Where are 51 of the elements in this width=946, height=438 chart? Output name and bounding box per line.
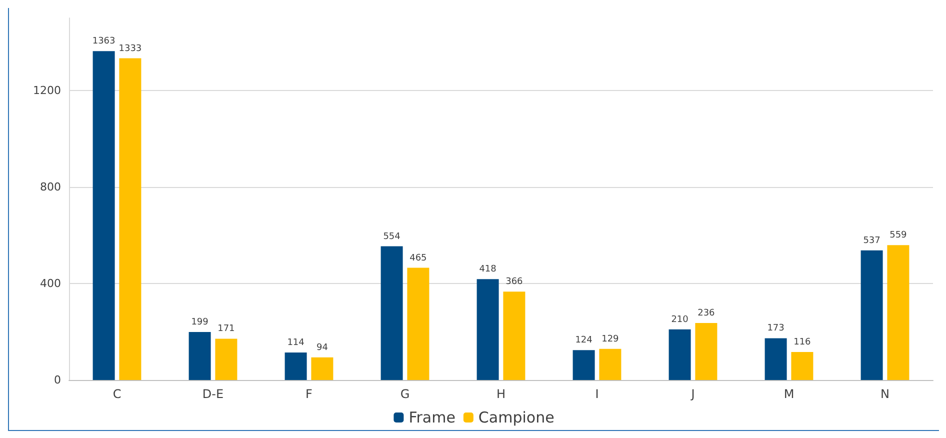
- bar: [791, 352, 814, 380]
- bar: [284, 352, 307, 380]
- x-tick-label: I: [595, 387, 599, 401]
- data-label: 554: [383, 232, 401, 242]
- data-label: 537: [863, 236, 880, 246]
- bar: [503, 292, 526, 380]
- bar: [380, 246, 403, 380]
- data-label: 199: [191, 317, 209, 328]
- legend-label: Campione: [478, 408, 554, 426]
- bar: [311, 357, 334, 380]
- bar: [215, 338, 238, 380]
- bar: [572, 350, 595, 380]
- x-tick-label: F: [306, 387, 313, 401]
- bar: [887, 245, 910, 380]
- bar: [764, 338, 787, 380]
- data-label: 94: [316, 342, 328, 353]
- data-label: 171: [218, 324, 235, 334]
- data-label: 116: [794, 338, 812, 348]
- data-label: 1363: [92, 36, 116, 47]
- x-tick-label: N: [880, 387, 890, 401]
- bar: [860, 250, 883, 380]
- data-label: 114: [287, 338, 305, 348]
- bar: [407, 268, 430, 380]
- bar: [668, 329, 691, 380]
- bar: [695, 323, 718, 380]
- data-label: 418: [479, 264, 497, 275]
- x-tick-label: M: [784, 387, 794, 401]
- data-label: 210: [671, 314, 689, 325]
- data-label: 173: [767, 324, 784, 334]
- bar: [92, 51, 115, 380]
- y-tick-label: 1200: [33, 84, 61, 97]
- data-label: 236: [698, 308, 716, 319]
- bar: [188, 332, 211, 380]
- x-tick-label: C: [112, 387, 122, 401]
- data-label: 366: [506, 277, 524, 288]
- x-tick-label: H: [496, 387, 506, 401]
- bar: [476, 279, 499, 380]
- x-tick-label: D-E: [202, 387, 224, 401]
- legend-label: Frame: [408, 408, 456, 426]
- data-label: 1333: [118, 44, 142, 54]
- x-tick-label: G: [400, 387, 410, 401]
- x-tick-label: J: [690, 387, 695, 401]
- y-tick-label: 0: [54, 374, 61, 386]
- data-label: 124: [575, 336, 593, 346]
- bar: [119, 58, 142, 380]
- y-tick-label: 800: [40, 180, 61, 194]
- y-tick-label: 400: [40, 276, 61, 290]
- data-label: 129: [602, 334, 620, 344]
- data-label: 559: [890, 230, 908, 241]
- bar: [599, 348, 622, 380]
- data-label: 465: [410, 253, 427, 264]
